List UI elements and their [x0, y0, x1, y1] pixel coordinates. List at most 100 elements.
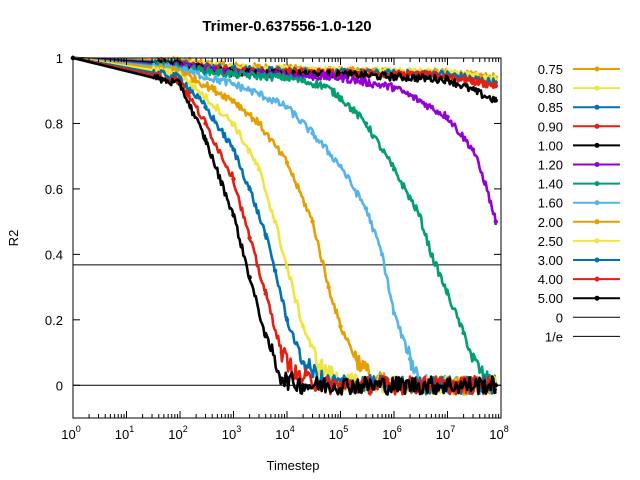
y-tick-label: 0 — [56, 378, 63, 393]
data-point — [284, 104, 290, 110]
data-point — [445, 77, 450, 82]
x-tick-label: 104 — [275, 424, 294, 442]
data-point — [256, 121, 262, 126]
data-point — [231, 82, 236, 87]
data-point — [272, 219, 278, 224]
legend-label: 1.20 — [538, 158, 563, 173]
data-point — [203, 104, 208, 110]
legend-marker — [594, 142, 600, 148]
data-point — [300, 383, 306, 388]
legend-marker — [594, 104, 600, 110]
data-point — [338, 75, 343, 80]
y-axis-label: R2 — [6, 230, 21, 247]
legend-marker — [594, 162, 600, 167]
legend-entry: 5.00 — [538, 291, 620, 306]
data-point — [231, 121, 236, 126]
legend-label: 1/e — [545, 329, 563, 344]
data-point — [322, 83, 327, 89]
legend-marker — [594, 238, 600, 244]
legend-entry: 1.60 — [538, 196, 620, 211]
data-point — [231, 212, 236, 218]
data-point — [300, 324, 306, 329]
data-point — [417, 212, 422, 218]
series-7 — [70, 55, 498, 396]
legend-marker — [594, 200, 600, 206]
data-point — [363, 206, 369, 211]
legend-entry: 0.90 — [538, 119, 620, 134]
x-tick-label: 107 — [436, 424, 455, 442]
y-tick-label: 1 — [56, 51, 63, 66]
legend-label: 2.50 — [538, 234, 563, 249]
legend-entry: 0.80 — [538, 81, 620, 96]
data-point — [310, 219, 315, 224]
data-point — [177, 75, 183, 80]
legend-entry: 1.20 — [538, 158, 620, 173]
legend-marker — [594, 276, 600, 282]
x-tick-label: 108 — [489, 424, 508, 442]
x-axis-label: Timestep — [267, 458, 320, 473]
legend-entry: 1/e — [545, 329, 620, 344]
data-point — [391, 85, 397, 90]
x-tick-label: 105 — [329, 424, 348, 442]
data-point — [231, 147, 236, 152]
data-point — [231, 72, 236, 77]
data-point — [326, 284, 331, 290]
data-point — [338, 324, 343, 329]
data-point — [256, 167, 262, 172]
data-point — [317, 363, 322, 368]
axes: 100 101 102 103 104 105 106 107 108 1 0.8 0.6 0.4 0.2… — [45, 51, 509, 442]
legend-label: 1.60 — [538, 196, 563, 211]
data-point — [247, 235, 252, 241]
data-point — [284, 75, 290, 80]
x-tick-label: 102 — [168, 424, 187, 442]
data-point — [391, 167, 397, 172]
legend-entry: 2.50 — [538, 234, 620, 249]
legend-marker — [594, 219, 600, 225]
legend: 0.75 0.80 0.85 0.90 1.00 1.20 1.40 1.60 2.00 2.50… — [538, 62, 620, 344]
legend-marker — [594, 257, 600, 263]
y-tick-label: 0.8 — [45, 116, 63, 131]
data-point — [279, 376, 284, 381]
legend-entry: 2.00 — [538, 215, 620, 230]
data-point — [284, 160, 290, 165]
legend-label: 0.85 — [538, 100, 563, 115]
x-tick-label: 106 — [382, 424, 401, 442]
legend-marker — [594, 123, 600, 129]
data-point — [482, 180, 488, 185]
x-tick-label: 100 — [61, 424, 80, 442]
data-point — [445, 291, 450, 296]
data-point — [203, 121, 208, 126]
data-point — [445, 114, 450, 120]
data-point — [294, 373, 299, 378]
series-line-5 — [72, 56, 498, 226]
data-point — [407, 356, 413, 362]
legend-entry: 0.75 — [538, 62, 620, 77]
data-point — [493, 219, 498, 224]
data-point — [231, 176, 236, 182]
data-point — [461, 330, 466, 336]
legend-label: 4.00 — [538, 272, 563, 287]
data-point — [391, 311, 397, 316]
data-point — [417, 98, 422, 103]
legend-label: 0.90 — [538, 119, 563, 134]
legend-label: 1.40 — [538, 177, 563, 192]
data-point — [379, 252, 385, 257]
legend-marker — [594, 66, 600, 72]
legend-label: 1.00 — [538, 138, 563, 153]
data-point — [493, 83, 498, 89]
y-tick-label: 0.2 — [45, 313, 63, 328]
data-point — [470, 356, 476, 362]
y-tick-label: 0.6 — [45, 182, 63, 197]
data-point — [284, 317, 290, 322]
x-tick-label: 103 — [222, 424, 241, 442]
legend-entry: 0.85 — [538, 100, 620, 115]
data-point — [247, 186, 252, 192]
legend-entry: 3.00 — [538, 253, 620, 268]
series-layer — [70, 55, 498, 396]
legend-label: 2.00 — [538, 215, 563, 230]
data-point — [363, 121, 369, 126]
legend-label: 0 — [556, 310, 563, 325]
legend-label: 0.80 — [538, 81, 563, 96]
data-point — [177, 82, 183, 87]
